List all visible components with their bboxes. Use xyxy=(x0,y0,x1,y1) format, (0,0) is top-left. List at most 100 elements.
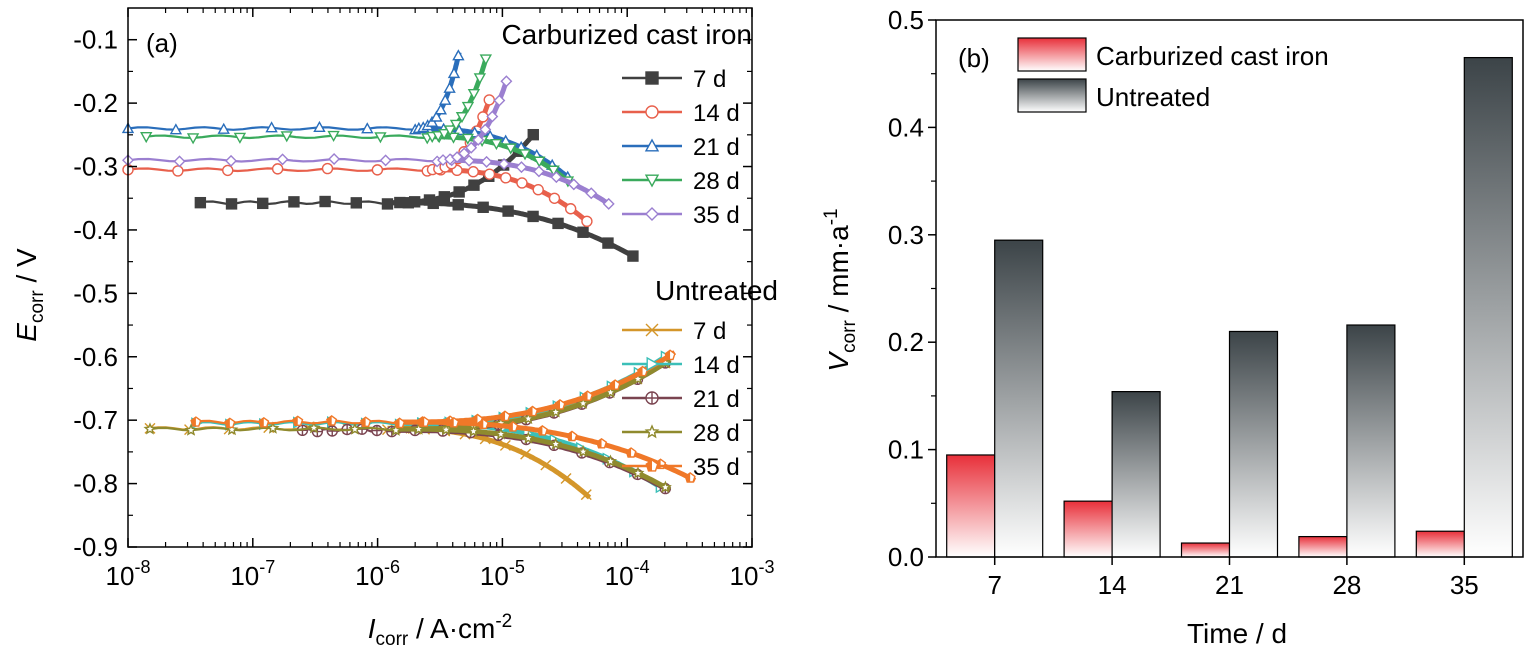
data-marker xyxy=(533,156,546,168)
data-marker xyxy=(438,191,451,203)
data-marker xyxy=(140,132,153,144)
data-marker xyxy=(585,187,598,200)
data-marker xyxy=(477,418,489,429)
data-marker xyxy=(609,379,621,390)
data-marker xyxy=(360,416,372,427)
data-marker xyxy=(393,417,406,429)
legend-swatch-untreated xyxy=(1017,78,1087,113)
data-marker xyxy=(577,226,589,238)
y-tick-label: -0.4 xyxy=(73,215,118,245)
data-marker xyxy=(566,430,578,442)
bar-untreated-14d xyxy=(1111,391,1161,558)
legend-entry: 28 d xyxy=(622,168,740,195)
panel-b-axes: 7 14 21 28 35 0.0 0.1 0.2 0.3 0.4 0.5 xyxy=(888,5,1524,600)
data-marker xyxy=(186,133,200,145)
data-marker xyxy=(452,199,464,211)
data-marker xyxy=(602,237,614,249)
data-marker xyxy=(658,480,672,493)
bar-untreated-35d xyxy=(1463,56,1513,558)
data-marker xyxy=(526,405,539,417)
data-marker xyxy=(258,416,270,428)
legend-entry: 35 d xyxy=(622,202,740,229)
legend-entry: 7 d xyxy=(622,66,726,93)
panel-a-polarization-chart: 10-8 10-7 10-6 10-5 10-4 10-3 -0.1 -0.2 -0.3 -0.4… xyxy=(11,7,778,650)
bar-untreated-28d xyxy=(1346,324,1396,558)
panel-a-x-axis-title: Icorr / A·cm-2 xyxy=(368,611,513,650)
data-marker xyxy=(327,130,340,143)
panel-a-frame xyxy=(127,7,753,548)
data-marker xyxy=(479,54,493,66)
data-marker xyxy=(437,128,451,141)
data-marker xyxy=(466,424,481,437)
data-marker xyxy=(463,154,476,167)
data-marker xyxy=(257,197,269,210)
data-marker xyxy=(518,149,532,161)
data-marker xyxy=(580,489,592,501)
data-marker xyxy=(222,164,234,177)
data-marker xyxy=(184,423,198,436)
data-marker xyxy=(439,93,452,105)
y-tick-label: -0.6 xyxy=(73,342,118,372)
data-marker xyxy=(581,390,594,401)
data-marker xyxy=(581,215,593,227)
data-marker xyxy=(447,66,461,79)
legend-label: 14 d xyxy=(693,100,740,127)
legend-label: 21 d xyxy=(693,134,740,161)
data-marker xyxy=(554,399,566,410)
data-marker xyxy=(458,147,471,160)
curve-carburized-28d xyxy=(140,54,575,188)
data-marker xyxy=(379,154,392,167)
data-marker xyxy=(527,210,539,223)
data-marker xyxy=(468,179,480,191)
bar-carburized-21d xyxy=(1180,542,1231,558)
data-marker xyxy=(439,422,453,436)
data-marker xyxy=(498,157,511,170)
data-marker xyxy=(504,143,517,155)
data-marker xyxy=(490,139,503,151)
data-marker xyxy=(172,165,184,177)
bar-untreated-21d xyxy=(1228,330,1279,558)
bar-untreated-7d xyxy=(994,239,1044,558)
data-marker xyxy=(217,122,230,134)
data-marker xyxy=(552,217,564,230)
data-marker xyxy=(389,423,403,436)
legend-entry: 21 d xyxy=(622,386,740,413)
panel-b-legend: Carburized cast iron Untreated xyxy=(1017,37,1329,113)
legend-label: 7 d xyxy=(693,66,726,93)
data-marker xyxy=(467,166,479,178)
legend-marker xyxy=(646,356,660,372)
legend-label: 35 d xyxy=(693,454,740,481)
data-marker xyxy=(452,123,466,136)
data-marker xyxy=(418,416,430,427)
y-tick-label: 0.3 xyxy=(888,220,924,250)
data-marker xyxy=(540,459,552,471)
y-tick-label: -0.7 xyxy=(73,405,118,435)
data-marker xyxy=(348,422,362,435)
y-tick-label: -0.5 xyxy=(73,278,118,308)
data-marker xyxy=(486,110,499,123)
legend-entry: 35 d xyxy=(622,454,740,481)
bar-carburized-7d xyxy=(946,454,996,558)
data-marker xyxy=(265,121,278,133)
data-marker xyxy=(483,94,495,106)
data-marker xyxy=(547,165,560,177)
data-marker xyxy=(423,194,436,206)
data-marker xyxy=(328,153,341,166)
data-marker xyxy=(684,472,696,483)
legend-group-title: Carburized cast iron xyxy=(501,19,752,50)
legend-marker xyxy=(645,207,659,221)
data-marker xyxy=(576,444,590,458)
data-marker xyxy=(477,201,489,213)
panel-b-x-axis-title: Time / d xyxy=(1187,618,1287,649)
data-marker xyxy=(521,411,535,425)
legend-label: 21 d xyxy=(693,386,740,413)
data-marker xyxy=(477,111,489,123)
legend-label-carburized: Carburized cast iron xyxy=(1096,41,1329,71)
data-marker xyxy=(567,178,580,191)
data-marker xyxy=(500,75,513,88)
data-marker xyxy=(233,132,247,144)
x-tick-label: 10-7 xyxy=(230,557,275,591)
x-tick-label: 35 xyxy=(1450,570,1479,600)
data-marker xyxy=(381,198,394,210)
